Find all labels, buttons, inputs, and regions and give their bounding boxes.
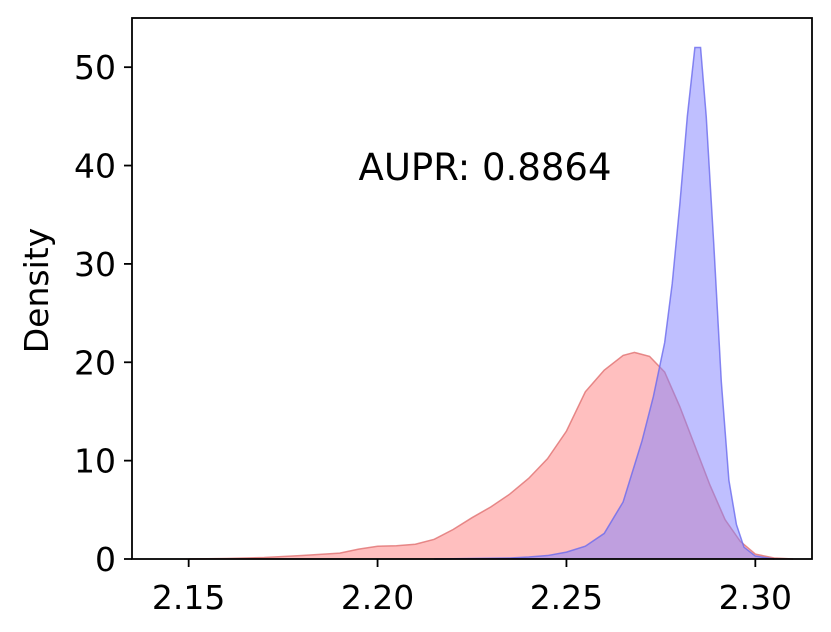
y-axis-label: Density <box>17 228 56 353</box>
ticks-layer: 2.15 2.20 2.25 2.30 0 10 20 30 40 50 <box>74 48 792 617</box>
aupr-annotation: AUPR: 0.8864 <box>359 146 612 189</box>
plot-frame <box>131 17 813 560</box>
y-tick-label: 40 <box>74 147 116 186</box>
y-tick-label: 20 <box>74 343 116 382</box>
x-tick-label: 2.15 <box>152 578 225 617</box>
x-tick-label: 2.20 <box>341 578 414 617</box>
density-area-2 <box>434 47 775 559</box>
series-layer <box>188 46 794 560</box>
y-tick-label: 50 <box>74 48 116 87</box>
y-tick-label: 10 <box>74 442 116 481</box>
x-tick-label: 2.30 <box>719 578 792 617</box>
x-tick-label: 2.25 <box>530 578 603 617</box>
y-tick-label: 30 <box>74 245 116 284</box>
density-line-2 <box>434 46 775 560</box>
y-tick-label: 0 <box>95 540 116 579</box>
